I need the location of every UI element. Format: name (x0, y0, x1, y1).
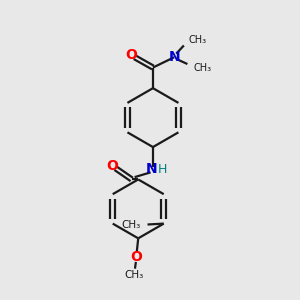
Text: CH₃: CH₃ (193, 63, 212, 73)
Text: CH₃: CH₃ (121, 220, 140, 230)
Text: H: H (158, 163, 167, 176)
Text: CH₃: CH₃ (125, 270, 144, 280)
Text: O: O (130, 250, 142, 265)
Text: O: O (125, 49, 137, 62)
Text: O: O (106, 159, 118, 173)
Text: N: N (146, 161, 158, 176)
Text: CH₃: CH₃ (188, 35, 206, 45)
Text: N: N (168, 50, 180, 64)
